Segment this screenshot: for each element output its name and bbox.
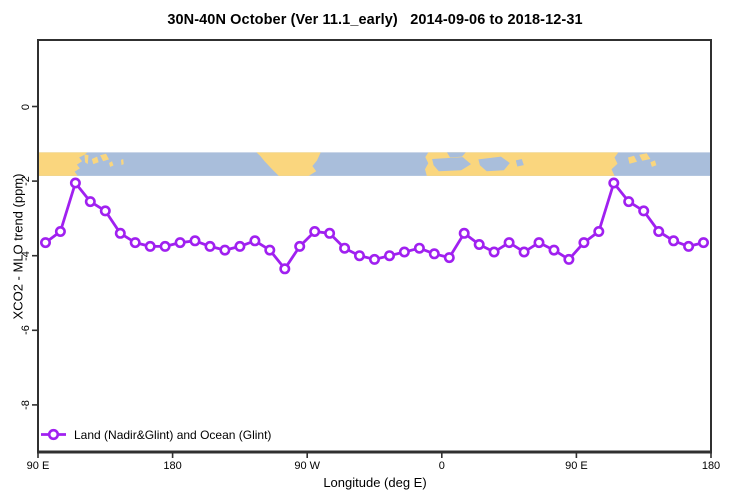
- map-band-land: [84, 154, 89, 165]
- y-tick-label: -6: [20, 325, 32, 336]
- data-point-marker: [279, 263, 291, 275]
- data-point-marker: [159, 240, 171, 252]
- data-point-marker: [294, 240, 306, 252]
- map-band-sea-hole: [478, 156, 510, 172]
- data-point-marker: [458, 227, 470, 239]
- data-point-marker: [518, 246, 530, 258]
- data-point-marker: [54, 226, 66, 238]
- legend-marker-icon: [47, 428, 60, 441]
- map-band-land: [256, 152, 321, 176]
- data-point-marker: [623, 196, 635, 208]
- data-point-marker: [69, 177, 81, 189]
- map-band-land: [650, 160, 657, 167]
- x-tick-label: 180: [701, 460, 721, 472]
- x-tick-label: 0: [438, 460, 445, 472]
- data-point-marker: [548, 244, 560, 256]
- data-point-marker: [503, 237, 515, 249]
- data-point-marker: [428, 248, 440, 260]
- y-tick-label: -8: [20, 400, 32, 410]
- x-tick-label: 90 W: [294, 460, 321, 472]
- map-band-land: [628, 155, 637, 164]
- data-point-marker: [99, 205, 111, 217]
- map-band-land: [121, 159, 124, 166]
- data-point-marker: [683, 240, 695, 252]
- data-point-marker: [563, 253, 575, 265]
- data-point-marker: [368, 253, 380, 265]
- data-point-marker: [324, 227, 336, 239]
- y-tick-label: -2: [20, 176, 32, 186]
- data-point-marker: [443, 252, 455, 264]
- map-band-sea-hole: [515, 159, 524, 167]
- data-point-marker: [189, 235, 201, 247]
- y-tick-label: -4: [20, 250, 32, 261]
- map-band-sea-hole: [447, 152, 466, 158]
- chart-title: 30N-40N October (Ver 11.1_early) 2014-09…: [167, 12, 583, 28]
- data-point-marker: [39, 237, 51, 249]
- data-point-marker: [653, 226, 665, 238]
- data-point-marker: [413, 242, 425, 254]
- x-tick-label: 90 E: [26, 460, 50, 472]
- data-point-marker: [84, 196, 96, 208]
- data-point-marker: [309, 226, 321, 238]
- data-point-marker: [533, 237, 545, 249]
- map-band-land: [109, 161, 114, 167]
- data-point-marker: [383, 250, 395, 262]
- x-tick-label: 180: [163, 460, 182, 472]
- data-point-marker: [129, 237, 141, 249]
- data-point-marker: [174, 237, 186, 249]
- data-point-marker: [249, 235, 261, 247]
- data-point-marker: [638, 205, 650, 217]
- data-point-marker: [608, 177, 620, 189]
- data-point-marker: [144, 240, 156, 252]
- map-band-land: [38, 152, 88, 176]
- legend-label: Land (Nadir&Glint) and Ocean (Glint): [74, 427, 272, 442]
- map-band-land: [100, 153, 109, 162]
- map-band-land: [91, 156, 99, 165]
- data-point-marker: [339, 242, 351, 254]
- data-point-marker: [264, 244, 276, 256]
- data-point-marker: [353, 250, 365, 262]
- map-band-land: [639, 153, 651, 161]
- data-point-marker: [473, 239, 485, 251]
- data-point-marker: [219, 244, 231, 256]
- data-point-marker: [114, 227, 126, 239]
- data-point-marker: [578, 237, 590, 249]
- x-tick-label: 90 E: [565, 460, 588, 472]
- data-point-marker: [204, 240, 216, 252]
- data-point-marker: [593, 226, 605, 238]
- map-band-sea-hole: [432, 157, 471, 172]
- y-tick-label: 0: [20, 103, 32, 110]
- data-point-marker: [697, 237, 709, 249]
- y-axis-label: XCO2 - MLO trend (ppm): [10, 173, 26, 320]
- data-point-marker: [398, 246, 410, 258]
- data-point-marker: [234, 240, 246, 252]
- x-axis-label: Longitude (deg E): [323, 475, 427, 490]
- data-point-marker: [488, 246, 500, 258]
- data-point-marker: [668, 235, 680, 247]
